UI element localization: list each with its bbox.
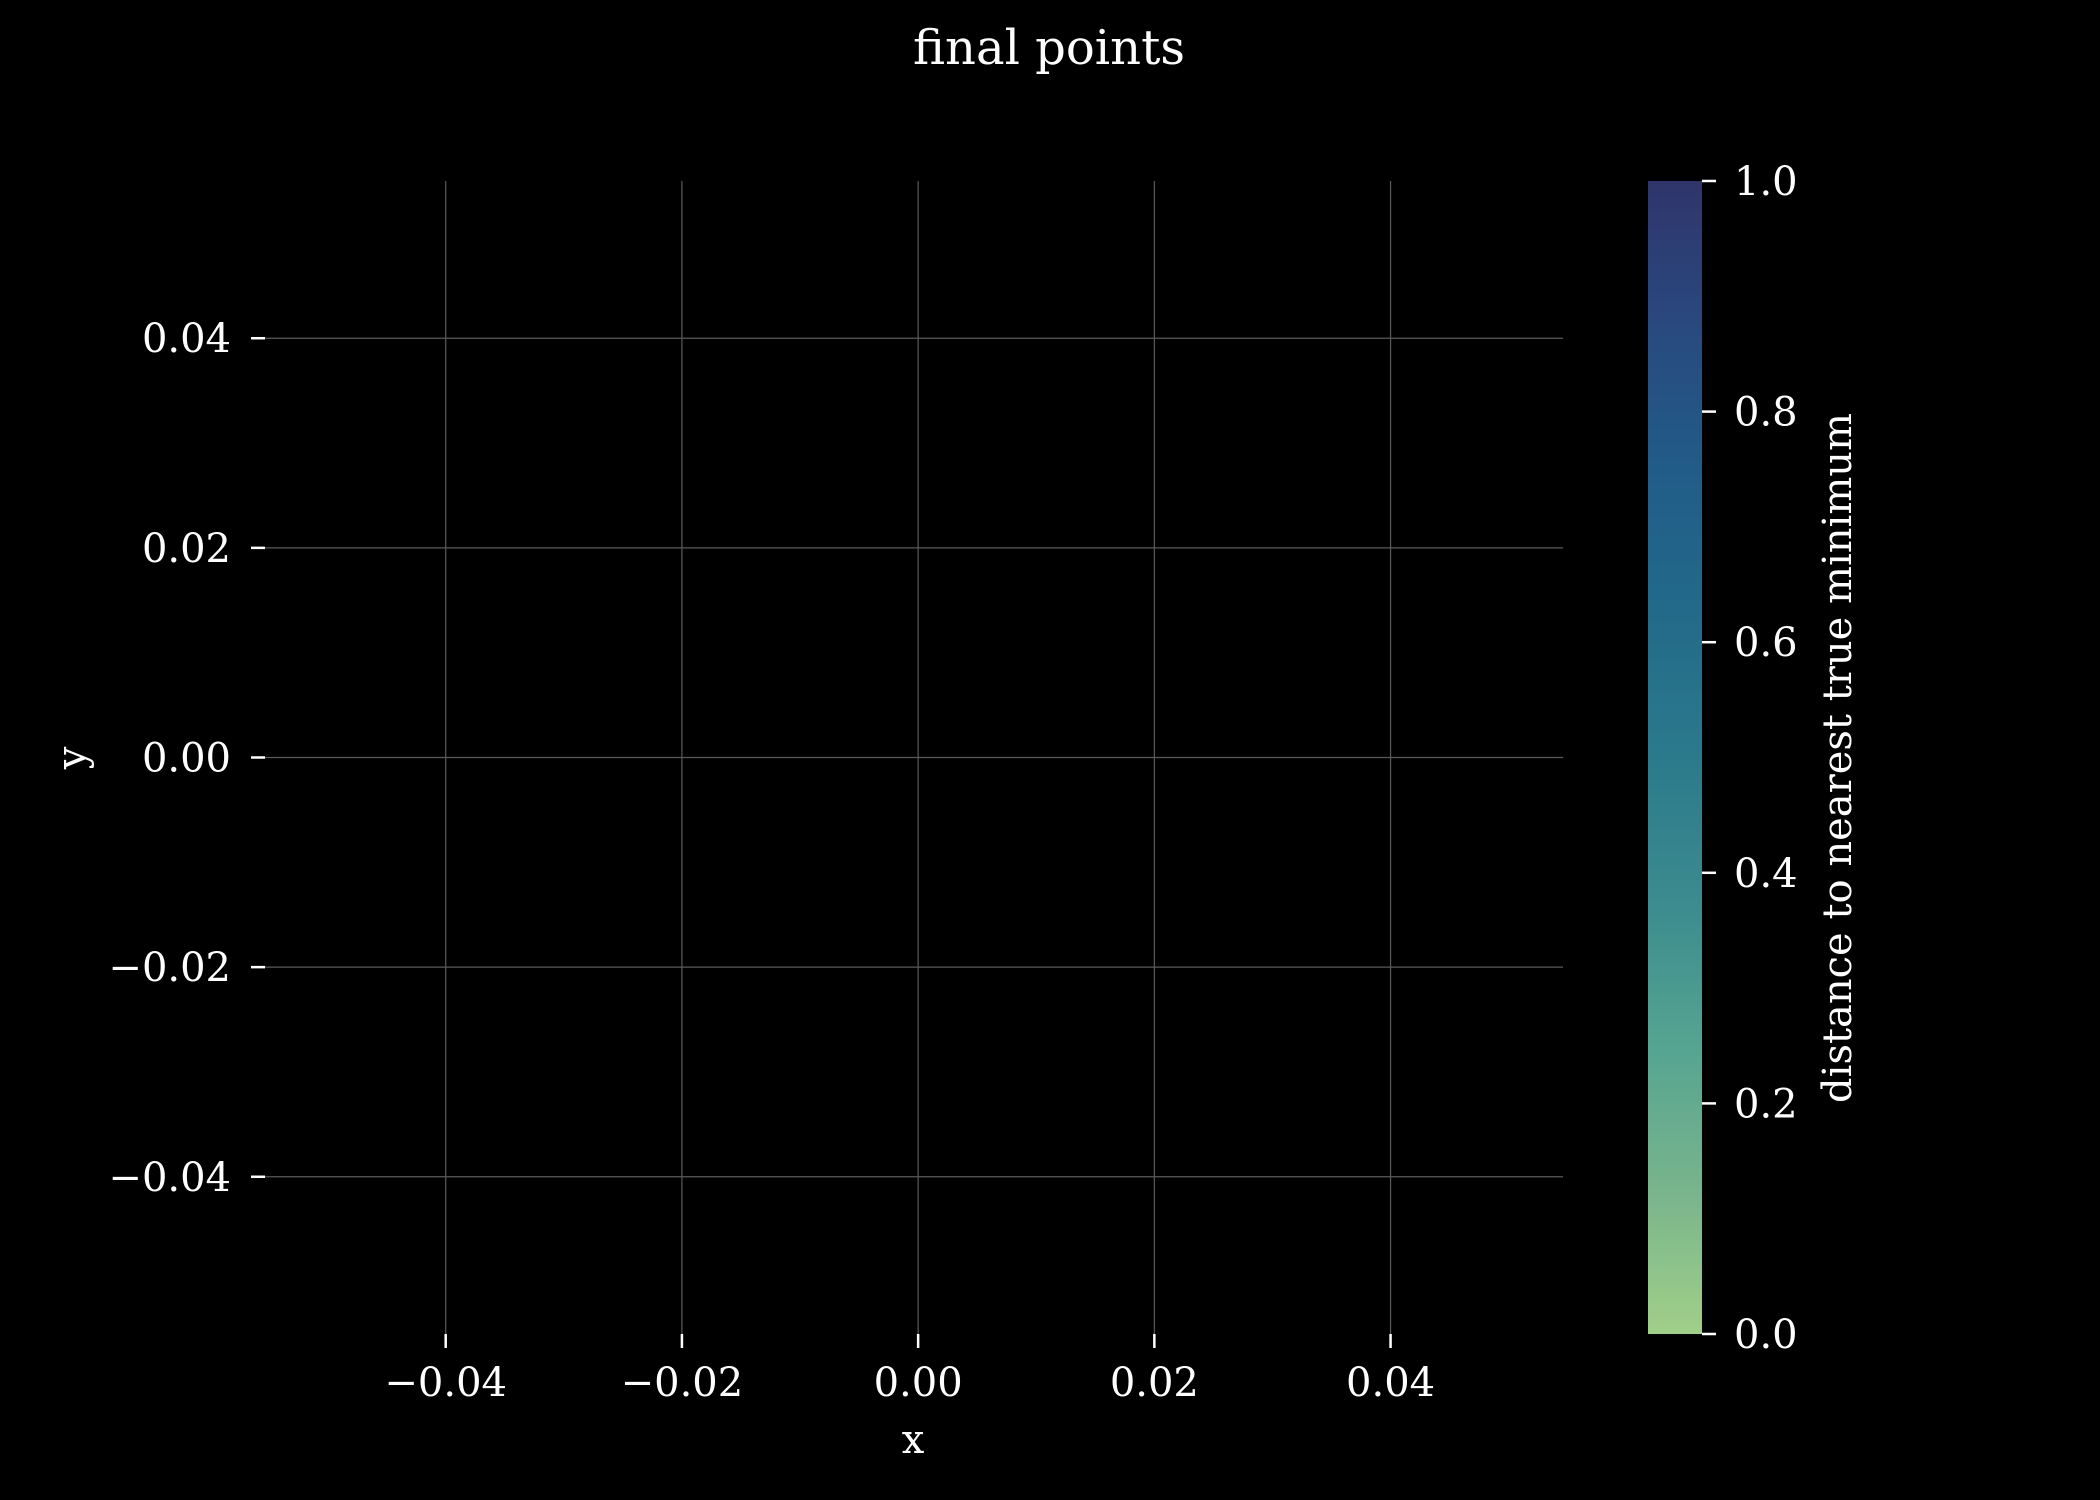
x-axis-label: x [902, 1417, 925, 1463]
colorbar-tick-label: 0.8 [1734, 390, 1798, 436]
colorbar-label: distance to nearest true minimum [1815, 413, 1861, 1103]
x-tick-label: −0.02 [621, 1360, 744, 1406]
y-axis-ticks: 0.04 0.02 0.00 −0.02 −0.04 [108, 316, 265, 1201]
colorbar-tick-label: 0.4 [1734, 851, 1798, 897]
grid-lines [265, 181, 1563, 1334]
colorbar-tick-label: 0.6 [1734, 620, 1798, 666]
y-tick-label: −0.04 [108, 1155, 231, 1201]
colorbar-ticks: 0.0 0.2 0.4 0.6 0.8 1.0 [1702, 159, 1798, 1358]
colorbar-gradient [1648, 181, 1702, 1334]
y-axis-label: y [49, 746, 95, 770]
colorbar-tick-label: 0.0 [1734, 1312, 1798, 1358]
y-tick-label: 0.02 [142, 526, 231, 572]
colorbar-tick-label: 1.0 [1734, 159, 1798, 205]
y-tick-label: −0.02 [108, 945, 231, 991]
chart-title: final points [913, 20, 1185, 76]
colorbar: 0.0 0.2 0.4 0.6 0.8 1.0 distance to nearest t… [1648, 159, 1861, 1358]
x-tick-label: 0.02 [1110, 1360, 1199, 1406]
x-tick-label: 0.00 [874, 1360, 963, 1406]
x-tick-label: −0.04 [384, 1360, 507, 1406]
plot-area: −0.04 −0.02 0.00 0.02 0.04 0.04 0.02 0.00 −0.02… [108, 181, 1563, 1406]
colorbar-tick-label: 0.2 [1734, 1081, 1798, 1127]
y-tick-label: 0.04 [142, 316, 231, 362]
x-axis-ticks: −0.04 −0.02 0.00 0.02 0.04 [384, 1334, 1435, 1406]
y-tick-label: 0.00 [142, 736, 231, 782]
x-tick-label: 0.04 [1346, 1360, 1435, 1406]
